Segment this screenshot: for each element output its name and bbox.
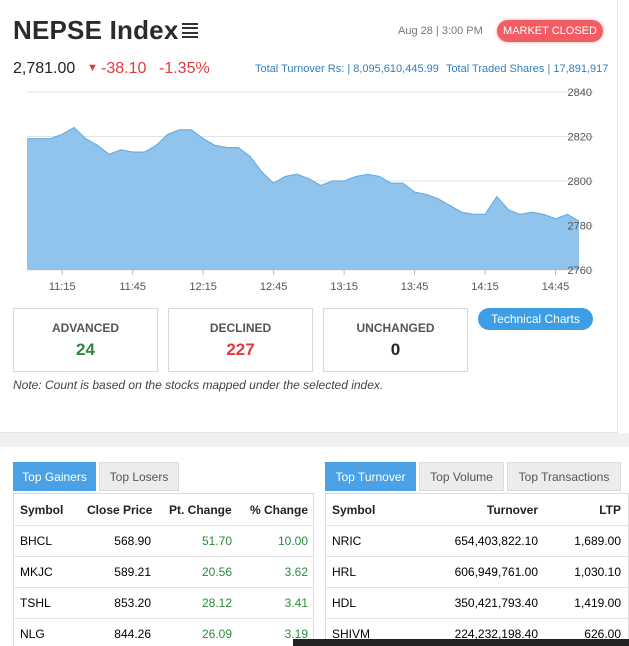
- row-pt-change: 20.56: [201, 565, 232, 579]
- tab-top-volume[interactable]: Top Volume: [419, 462, 504, 491]
- row-ltp: 626.00: [584, 627, 621, 641]
- row-turnover: 654,403,822.10: [454, 534, 538, 548]
- index-area: [27, 127, 579, 270]
- row-symbol[interactable]: HRL: [332, 565, 357, 579]
- y-tick-label: 2800: [568, 176, 592, 188]
- y-tick-label: 2760: [568, 265, 592, 277]
- row-turnover: 350,421,793.40: [454, 596, 538, 610]
- total-turnover: Total Turnover Rs: | 8,095,610,445.99: [255, 63, 439, 75]
- section-divider: [0, 433, 629, 447]
- index-change: -38.10: [101, 60, 147, 77]
- table-row[interactable]: HRL 606,949,761.00 1,030.10: [326, 556, 628, 588]
- row-ltp: 1,689.00: [574, 534, 621, 548]
- x-tick-label: 13:45: [401, 281, 429, 293]
- x-tick-label: 14:45: [542, 281, 570, 293]
- unchanged-count: 0: [390, 340, 401, 359]
- row-symbol[interactable]: SHIVM: [332, 627, 371, 641]
- table-header: Symbol Close Price Pt. Change % Change: [14, 494, 313, 526]
- row-symbol[interactable]: MKJC: [20, 565, 53, 579]
- y-tick-label: 2780: [568, 221, 592, 233]
- row-pt-change: 51.70: [201, 534, 232, 548]
- tab-top-losers[interactable]: Top Losers: [99, 462, 179, 491]
- gainers-table: Symbol Close Price Pt. Change % Change B…: [13, 493, 314, 646]
- table-row[interactable]: SHIVM 224,232,198.40 626.00: [326, 618, 628, 646]
- row-symbol[interactable]: HDL: [332, 596, 357, 610]
- market-status-badge: MARKET CLOSED: [497, 20, 603, 42]
- col-pt-change: Pt. Change: [169, 503, 232, 517]
- row-symbol[interactable]: TSHL: [20, 596, 51, 610]
- col-symbol: Symbol: [20, 503, 64, 517]
- row-turnover: 606,949,761.00: [454, 565, 538, 579]
- row-pct-change: 3.62: [284, 565, 308, 579]
- table-header: Symbol Turnover LTP: [326, 494, 628, 526]
- row-pt-change: 26.09: [201, 627, 232, 641]
- y-tick-label: 2840: [568, 87, 592, 99]
- col-pct-change: % Change: [250, 503, 309, 517]
- declined-card: DECLINED 227: [168, 308, 313, 372]
- page-title: NEPSE Index: [13, 15, 179, 45]
- row-ltp: 1,419.00: [574, 596, 621, 610]
- row-pct-change: 3.19: [284, 627, 308, 641]
- x-tick-label: 12:15: [189, 281, 217, 293]
- turnover-table: Symbol Turnover LTP NRIC 654,403,822.10 …: [325, 493, 629, 646]
- row-close-price: 844.26: [114, 627, 151, 641]
- row-close-price: 589.21: [114, 565, 151, 579]
- menu-icon[interactable]: [182, 23, 198, 39]
- market-date: Aug 28 | 3:00 PM: [398, 25, 483, 37]
- horizontal-scrollbar[interactable]: [293, 639, 629, 646]
- row-symbol[interactable]: BHCL: [20, 534, 53, 548]
- y-tick-label: 2820: [568, 132, 592, 144]
- technical-charts-button[interactable]: Technical Charts: [478, 308, 593, 330]
- count-note: Note: Count is based on the stocks mappe…: [13, 378, 384, 392]
- tab-top-gainers[interactable]: Top Gainers: [13, 462, 96, 491]
- table-row[interactable]: MKJC 589.21 20.56 3.62: [14, 556, 313, 588]
- index-line: [27, 126, 580, 222]
- row-pct-change: 10.00: [277, 534, 308, 548]
- x-tick-label: 12:45: [260, 281, 288, 293]
- table-row[interactable]: BHCL 568.90 51.70 10.00: [14, 525, 313, 557]
- unchanged-card: UNCHANGED 0: [323, 308, 468, 372]
- table-row[interactable]: NRIC 654,403,822.10 1,689.00: [326, 525, 628, 557]
- x-tick-label: 14:15: [471, 281, 499, 293]
- table-row[interactable]: NLG 844.26 26.09 3.19: [14, 618, 313, 646]
- advanced-card: ADVANCED 24: [13, 308, 158, 372]
- col-turnover: Turnover: [486, 503, 538, 517]
- total-traded-shares: Total Traded Shares | 17,891,917: [445, 63, 609, 75]
- col-ltp: LTP: [599, 503, 621, 517]
- unchanged-label: UNCHANGED: [356, 321, 435, 335]
- col-close-price: Close Price: [87, 503, 153, 517]
- index-value: 2,781.00: [13, 60, 76, 77]
- row-turnover: 224,232,198.40: [454, 627, 538, 641]
- row-close-price: 853.20: [114, 596, 151, 610]
- x-tick-label: 13:15: [330, 281, 358, 293]
- tab-top-transactions[interactable]: Top Transactions: [507, 462, 621, 491]
- row-pt-change: 28.12: [201, 596, 232, 610]
- table-row[interactable]: HDL 350,421,793.40 1,419.00: [326, 587, 628, 619]
- x-tick-label: 11:15: [49, 281, 76, 293]
- index-change-percent: -1.35%: [159, 60, 210, 77]
- x-tick-label: 11:45: [119, 281, 146, 293]
- tab-top-turnover[interactable]: Top Turnover: [325, 462, 416, 491]
- declined-count: 227: [226, 340, 255, 359]
- row-ltp: 1,030.10: [574, 565, 621, 579]
- turnover-summary: Total Turnover Rs: | 8,095,610,445.99 To…: [255, 63, 608, 75]
- advanced-label: ADVANCED: [51, 321, 120, 335]
- row-symbol[interactable]: NRIC: [332, 534, 362, 548]
- row-close-price: 568.90: [114, 534, 151, 548]
- row-symbol[interactable]: NLG: [20, 627, 45, 641]
- col-symbol: Symbol: [332, 503, 376, 517]
- row-pct-change: 3.41: [284, 596, 308, 610]
- index-chart[interactable]: 2840 2820 2800 2780 2760 11:15 11:45 12:15 12:4…: [0, 80, 629, 300]
- table-row[interactable]: TSHL 853.20 28.12 3.41: [14, 587, 313, 619]
- declined-label: DECLINED: [209, 321, 272, 335]
- chevron-down-icon: ▼: [87, 62, 98, 74]
- advanced-count: 24: [76, 340, 95, 359]
